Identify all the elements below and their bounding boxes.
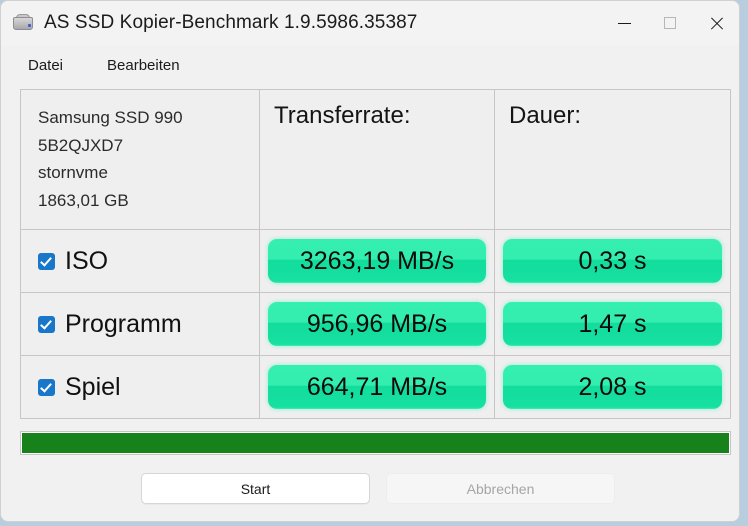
menu-bar: Datei Bearbeiten — [1, 45, 739, 85]
title-bar: AS SSD Kopier-Benchmark 1.9.5986.35387 — [1, 1, 739, 45]
value-duration-spiel: 2,08 s — [578, 372, 647, 401]
cancel-button: Abbrechen — [386, 473, 615, 504]
result-box-duration-iso: 0,33 s — [503, 239, 722, 283]
result-box-rate-programm: 956,96 MB/s — [268, 302, 486, 346]
duration-header-cell: Dauer: — [494, 90, 730, 229]
row-label-iso: ISO — [65, 246, 109, 275]
menu-item-datei[interactable]: Datei — [28, 56, 64, 74]
row-label-programm: Programm — [65, 309, 182, 338]
row-name-cell-spiel: Spiel — [21, 356, 259, 418]
drive-firmware: 5B2QJXD7 — [38, 135, 124, 155]
row-label-spiel: Spiel — [65, 372, 121, 401]
menu-item-bearbeiten[interactable]: Bearbeiten — [107, 56, 180, 74]
window-controls — [601, 1, 739, 45]
maximize-button[interactable] — [647, 1, 693, 45]
checkbox-spiel[interactable] — [38, 378, 55, 396]
row-rate-cell-spiel: 664,71 MB/s — [259, 356, 494, 418]
row-name-cell-programm: Programm — [21, 293, 259, 355]
row-name-cell-iso: ISO — [21, 230, 259, 292]
start-button[interactable]: Start — [141, 473, 370, 504]
result-box-rate-iso: 3263,19 MB/s — [268, 239, 486, 283]
ssd-drive-icon — [12, 12, 34, 34]
table-row: ISO 3263,19 MB/s 0,33 s — [21, 229, 730, 292]
maximize-icon — [664, 17, 676, 29]
checkbox-iso[interactable] — [38, 252, 55, 270]
drive-model: Samsung SSD 990 — [38, 108, 183, 127]
result-box-rate-spiel: 664,71 MB/s — [268, 365, 486, 409]
value-duration-iso: 0,33 s — [578, 246, 647, 275]
duration-header: Dauer: — [509, 102, 582, 129]
row-rate-cell-programm: 956,96 MB/s — [259, 293, 494, 355]
value-duration-programm: 1,47 s — [578, 309, 647, 338]
minimize-icon — [617, 22, 631, 24]
row-rate-cell-iso: 3263,19 MB/s — [259, 230, 494, 292]
value-rate-iso: 3263,19 MB/s — [299, 246, 455, 275]
row-duration-cell-programm: 1,47 s — [494, 293, 730, 355]
row-duration-cell-spiel: 2,08 s — [494, 356, 730, 418]
drive-capacity: 1863,01 GB — [38, 190, 129, 210]
value-rate-programm: 956,96 MB/s — [306, 309, 448, 338]
transfer-rate-header-cell: Transferrate: — [259, 90, 494, 229]
close-icon — [709, 16, 724, 31]
table-row: Spiel 664,71 MB/s 2,08 s — [21, 355, 730, 418]
window-title: AS SSD Kopier-Benchmark 1.9.5986.35387 — [44, 12, 418, 33]
row-duration-cell-iso: 0,33 s — [494, 230, 730, 292]
result-box-duration-spiel: 2,08 s — [503, 365, 722, 409]
results-table: Samsung SSD 990 5B2QJXD7 stornvme 1863,0… — [20, 89, 731, 419]
table-header-row: Samsung SSD 990 5B2QJXD7 stornvme 1863,0… — [21, 90, 730, 229]
close-button[interactable] — [693, 1, 739, 45]
progress-bar-fill — [22, 433, 729, 453]
transfer-rate-header: Transferrate: — [274, 102, 411, 129]
checkbox-programm[interactable] — [38, 315, 55, 333]
drive-info-cell: Samsung SSD 990 5B2QJXD7 stornvme 1863,0… — [21, 90, 259, 229]
progress-bar — [20, 431, 731, 455]
minimize-button[interactable] — [601, 1, 647, 45]
value-rate-spiel: 664,71 MB/s — [306, 372, 448, 401]
result-box-duration-programm: 1,47 s — [503, 302, 722, 346]
table-row: Programm 956,96 MB/s 1,47 s — [21, 292, 730, 355]
drive-driver: stornvme — [38, 163, 108, 183]
